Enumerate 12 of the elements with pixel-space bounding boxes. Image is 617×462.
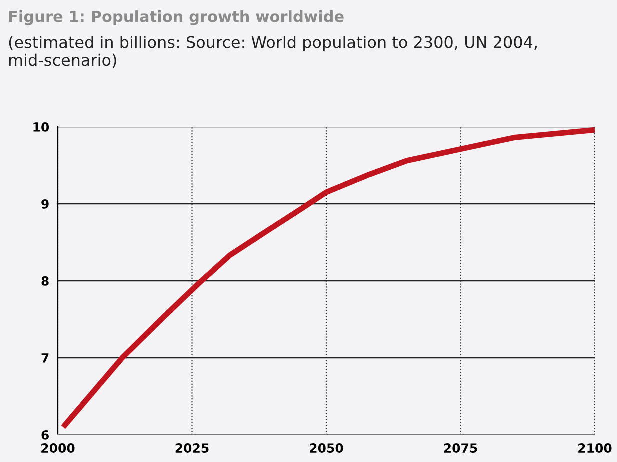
y-tick-label: 8: [42, 276, 49, 286]
x-tick-label: 2050: [310, 444, 344, 454]
y-tick-label: 9: [42, 199, 49, 209]
x-tick-label: 2100: [578, 444, 612, 454]
y-tick-label: 6: [42, 430, 49, 440]
chart-subtitle: (estimated in billions: Source: World population to 2300, UN 2004, mid-scenario): [9, 36, 537, 68]
y-tick-label: 7: [42, 354, 49, 363]
x-tick-label: 2075: [444, 444, 478, 454]
chart-title: Figure 1: Population growth worldwide: [9, 10, 344, 26]
x-tick-label: 2025: [176, 444, 209, 454]
x-tick-label: 2000: [42, 444, 75, 454]
y-tick-label: 10: [34, 122, 50, 132]
